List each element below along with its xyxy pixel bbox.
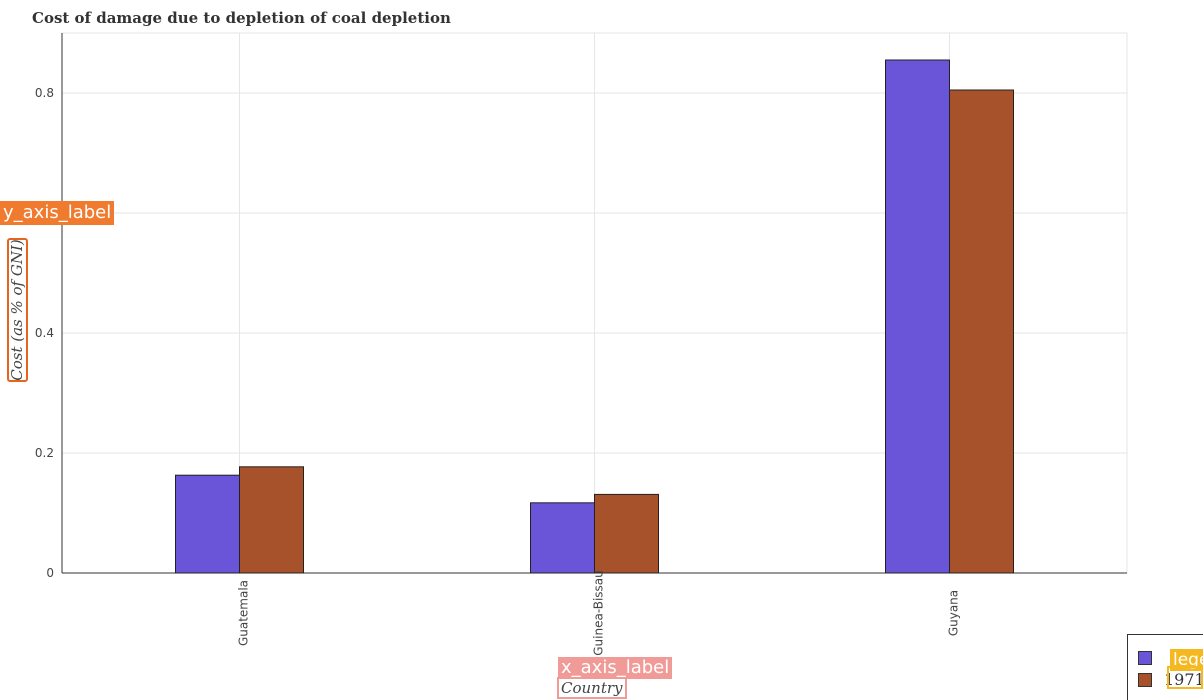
legend-item-series-1 — [1138, 651, 1164, 665]
y-tick-label: 0.8 — [35, 86, 54, 100]
y-axis-label: Cost (as % of GNI) — [8, 239, 26, 381]
bar-guatemala-series-1 — [175, 474, 240, 574]
x-tick-label: Guinea-Bissau — [592, 570, 606, 656]
bar-guinea-bissau-series-1 — [530, 502, 595, 574]
y-tick-label: 0.2 — [35, 446, 54, 460]
x-tick-label: Guyana — [947, 590, 961, 636]
bar-guyana-series-1 — [885, 59, 950, 574]
legend-label-series-2: 1971 — [1164, 670, 1203, 689]
bar-guyana-series-2 — [949, 89, 1014, 574]
x-axis-label: Country — [557, 677, 627, 699]
x-tick-label: Guatemala — [237, 580, 251, 646]
legend-swatch-series-2 — [1138, 672, 1152, 687]
legend-tag: legend — [1170, 649, 1203, 671]
y-tick-label: 0 — [46, 566, 54, 580]
legend-swatch-series-1 — [1138, 651, 1152, 665]
y-axis-tag: y_axis_label — [0, 201, 115, 225]
bar-guinea-bissau-series-2 — [594, 493, 659, 574]
chart-title: Cost of damage due to depletion of coal … — [32, 9, 451, 27]
y-tick-label: 0.4 — [35, 326, 54, 340]
legend-item-series-2: 1971 — [1138, 670, 1203, 689]
legend-tag-outline — [1167, 666, 1203, 689]
tick-labels: 0 0.2 0.4 0.8 Guatemala Guinea-Bissau Guyana — [35, 86, 961, 656]
y-axis-label-outline — [7, 238, 28, 382]
x-axis-tag: x_axis_label — [558, 657, 673, 679]
bar-guatemala-series-2 — [239, 466, 304, 574]
bars — [175, 59, 1014, 574]
